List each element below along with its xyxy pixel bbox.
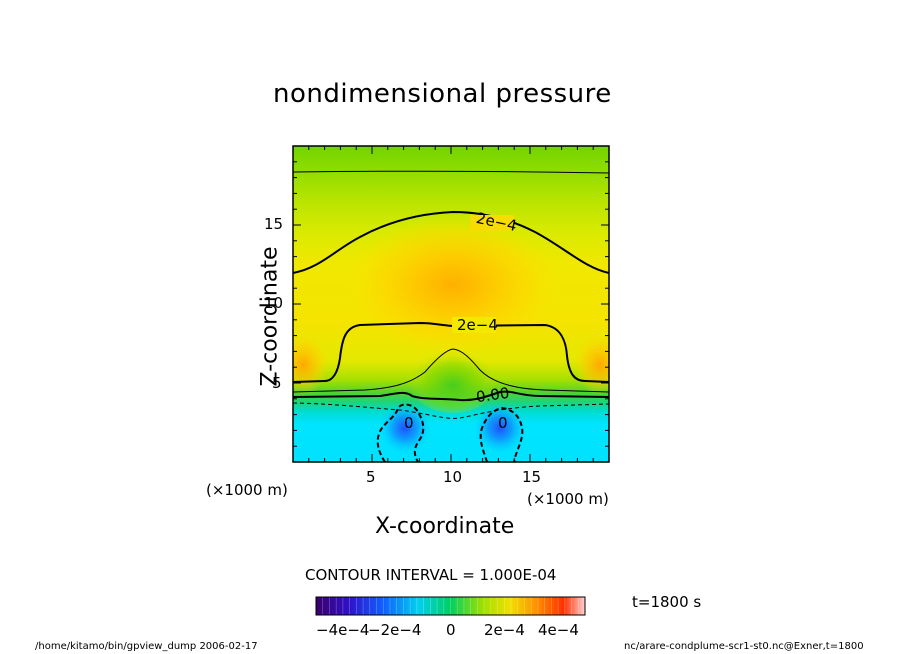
contour-top xyxy=(293,170,609,174)
colorbar-tick-label: −2e−4 xyxy=(368,621,422,639)
contour-label: 0 xyxy=(404,414,414,432)
x-unit-label: (×1000 m) xyxy=(527,490,609,508)
x-tick-label: 15 xyxy=(522,468,542,486)
contour-label-bg xyxy=(470,215,514,231)
colorbar-tick-label: 2e−4 xyxy=(484,621,525,639)
y-tick-label: 5 xyxy=(272,374,282,392)
x-axis-title: X-coordinate xyxy=(375,514,515,539)
contour-label: 0 xyxy=(498,414,508,432)
colorbar-ticks xyxy=(315,596,586,616)
x-tick-label: 5 xyxy=(366,468,376,486)
contour-2e-4-upper xyxy=(293,210,609,274)
contour-2e-4-lower xyxy=(293,321,609,383)
contour-label-bg xyxy=(452,317,496,333)
heatmap-field xyxy=(293,146,609,462)
contour-zero xyxy=(293,390,609,402)
y-axis-title: Z-coordinate xyxy=(257,246,283,387)
time-label: t=1800 s xyxy=(632,593,702,611)
y-tick-label: 10 xyxy=(264,294,284,312)
contour-neg-left xyxy=(376,403,425,462)
y-tick-label: 15 xyxy=(264,215,284,233)
footer-left: /home/kitamo/bin/gpview_dump 2006-02-17 xyxy=(35,641,258,652)
colorbar-tick-label: 0 xyxy=(446,621,456,639)
colorbar-tick-label: 4e−4 xyxy=(538,621,579,639)
axis-ticks xyxy=(293,146,609,462)
contour-neg-1e-4 xyxy=(293,402,609,419)
contour-label: 2e−4 xyxy=(457,316,498,334)
contour-interval: CONTOUR INTERVAL = 1.000E-04 xyxy=(305,566,557,584)
footer-right: nc/arare-condplume-scr1-st0.nc@Exner,t=1… xyxy=(624,641,864,652)
contour-1e-4 xyxy=(293,348,609,393)
colorbar xyxy=(316,597,585,615)
chart-title: nondimensional pressure xyxy=(273,79,612,109)
colorbar-frame xyxy=(315,596,586,616)
contour-neg-right xyxy=(479,406,524,462)
x-tick-label: 10 xyxy=(443,468,463,486)
colorbar-tick-label: −4e−4 xyxy=(316,621,370,639)
y-unit-label: (×1000 m) xyxy=(206,481,288,499)
